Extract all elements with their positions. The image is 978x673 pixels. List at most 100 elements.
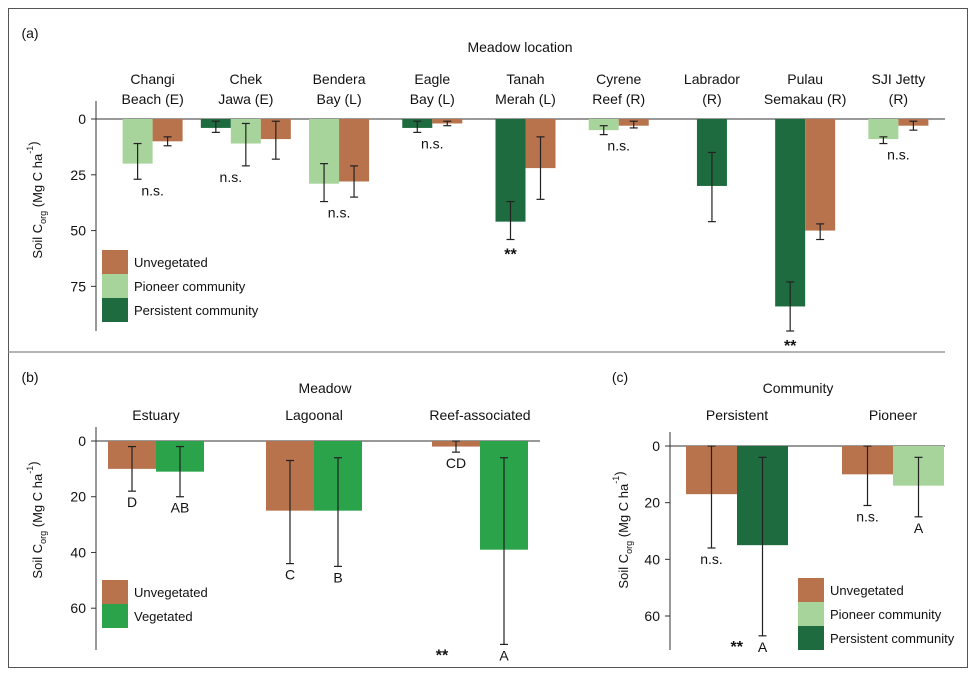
panel-c-category-label: Pioneer bbox=[869, 407, 918, 423]
panel-a-category-line1: Cyrene bbox=[596, 71, 641, 87]
panel-a-label: (a) bbox=[21, 25, 38, 41]
panel-c-label: (c) bbox=[612, 369, 628, 385]
panel-b-errorbar bbox=[500, 457, 508, 646]
legend-label-unvegetated: Unvegetated bbox=[134, 255, 208, 270]
legend-swatch-persistent bbox=[102, 298, 128, 322]
legend-label-vegetated: Vegetated bbox=[134, 609, 193, 624]
panel-b-title: Meadow bbox=[299, 380, 353, 396]
panel-a-annotation: ** bbox=[784, 338, 797, 355]
panel-a-category-line1: SJI Jetty bbox=[872, 71, 926, 87]
panel-c-errorbar bbox=[707, 445, 716, 549]
panel-c-letter: A bbox=[914, 520, 924, 536]
panel-b-letter: A bbox=[499, 647, 509, 663]
panel-b-category-label: Reef-associated bbox=[429, 407, 530, 423]
panel-c-errorbar bbox=[914, 456, 923, 518]
ylabel-part: (Mg C ha bbox=[616, 483, 631, 541]
panel-a-ylabel: Soil Corg (Mg C ha-1) bbox=[25, 141, 48, 258]
panel-b-y-tick-label: 40 bbox=[70, 544, 86, 560]
panel-c-ylabel: Soil Corg (Mg C ha-1) bbox=[611, 471, 634, 588]
ylabel-part: org bbox=[38, 531, 48, 544]
panel-b-ylabel: Soil Corg (Mg C ha-1) bbox=[25, 461, 48, 578]
legend-swatch-vegetated bbox=[102, 604, 128, 628]
figure-frame bbox=[8, 8, 968, 668]
ylabel-part: Soil C bbox=[30, 544, 45, 579]
panel-a-y-tick-label: 25 bbox=[70, 167, 86, 183]
panel-a-annotation: n.s. bbox=[328, 205, 351, 221]
legend-swatch-pioneer bbox=[798, 602, 824, 626]
ylabel-part: ) bbox=[26, 461, 41, 465]
panel-b-y-tick-label: 60 bbox=[70, 600, 86, 616]
panel-a-category-line2: Bay (L) bbox=[410, 91, 455, 107]
ylabel-part: (Mg C ha bbox=[30, 153, 45, 211]
panel-a-errorbar bbox=[786, 281, 795, 332]
panel-a-errorbar bbox=[909, 120, 918, 131]
legend-label-persistent: Persistent community bbox=[134, 303, 259, 318]
panel-b-label: (b) bbox=[21, 369, 38, 385]
ylabel-part: Soil C bbox=[30, 224, 45, 259]
ylabel-part: (Mg C ha bbox=[30, 473, 45, 531]
legend-swatch-persistent bbox=[798, 626, 824, 650]
panel-a-y-tick-label: 75 bbox=[70, 278, 86, 294]
panel-c-errorbar bbox=[758, 456, 767, 637]
panel-a-errorbar bbox=[599, 125, 608, 136]
panel-a-annotation: n.s. bbox=[141, 182, 164, 198]
panel-a-bar-unvegetated bbox=[152, 119, 183, 142]
panel-a-category-line2: (R) bbox=[702, 91, 721, 107]
panel-c-y-tick-label: 20 bbox=[644, 495, 660, 511]
panel-b-letter: AB bbox=[171, 500, 190, 516]
panel-a-errorbar bbox=[350, 165, 359, 198]
panel-a-category-line2: Bay (L) bbox=[316, 91, 361, 107]
panel-a-bar-persistent bbox=[775, 119, 806, 307]
panel-a-errorbar bbox=[816, 223, 825, 241]
panel-c-letter: A bbox=[758, 639, 768, 655]
panel-a-category-line1: Bendera bbox=[313, 71, 366, 87]
panel-c-annotation: ** bbox=[731, 639, 744, 656]
panel-a-category-line2: Jawa (E) bbox=[218, 91, 273, 107]
panel-b-errorbar bbox=[286, 459, 294, 565]
legend-swatch-unvegetated bbox=[102, 250, 128, 274]
legend-swatch-unvegetated bbox=[102, 580, 128, 604]
ylabel-part: ) bbox=[612, 471, 627, 475]
panel-b-errorbar bbox=[452, 440, 460, 453]
ylabel-part: -1 bbox=[25, 146, 35, 154]
panel-b-category-label: Lagoonal bbox=[285, 407, 343, 423]
panel-b-annotation: ** bbox=[436, 647, 449, 664]
panel-a-category-line1: Chek bbox=[229, 71, 263, 87]
panel-b-errorbar bbox=[176, 445, 184, 498]
panel-a-annotation: n.s. bbox=[607, 138, 630, 154]
panel-a-category-line1: Eagle bbox=[414, 71, 450, 87]
panel-a-errorbar bbox=[443, 120, 452, 127]
ylabel-part: Soil C bbox=[616, 554, 631, 589]
legend-swatch-pioneer bbox=[102, 274, 128, 298]
panel-b-errorbar bbox=[128, 445, 136, 492]
panel-a-annotation: ** bbox=[504, 247, 517, 264]
ylabel-part: org bbox=[624, 541, 634, 554]
panel-a-bar-pioneer bbox=[868, 119, 899, 140]
legend-label-persistent: Persistent community bbox=[830, 631, 955, 646]
panel-a-errorbar bbox=[163, 136, 172, 147]
panel-a-errorbar bbox=[320, 163, 329, 203]
panel-c-y-tick-label: 40 bbox=[644, 551, 660, 567]
panel-b-legend: Unvegetated Vegetated bbox=[102, 580, 208, 628]
panel-a-category-line1: Labrador bbox=[684, 71, 740, 87]
panel-c-letter: n.s. bbox=[856, 509, 879, 525]
panel-a-category-line2: Beach (E) bbox=[121, 91, 183, 107]
ylabel-part: ) bbox=[26, 141, 41, 145]
panel-c-y-tick-label: 0 bbox=[652, 438, 660, 454]
panel-a-category-line2: Reef (R) bbox=[592, 91, 645, 107]
panel-a-annotation: n.s. bbox=[421, 135, 444, 151]
ylabel-part: org bbox=[38, 211, 48, 224]
ylabel-part: -1 bbox=[611, 476, 621, 484]
panel-a-errorbar bbox=[241, 122, 250, 167]
ylabel-part: -1 bbox=[25, 466, 35, 474]
panel-b-errorbar bbox=[334, 457, 342, 568]
panel-a-annotation: n.s. bbox=[887, 147, 910, 163]
panel-b-letter: B bbox=[333, 569, 342, 585]
panel-c-errorbar bbox=[863, 445, 872, 507]
panel-b-letter: C bbox=[285, 567, 295, 583]
panel-a-errorbar bbox=[506, 200, 515, 241]
panel-a-annotation: n.s. bbox=[220, 169, 243, 185]
panel-c-letter: n.s. bbox=[700, 551, 723, 567]
panel-b-letter: D bbox=[127, 494, 137, 510]
